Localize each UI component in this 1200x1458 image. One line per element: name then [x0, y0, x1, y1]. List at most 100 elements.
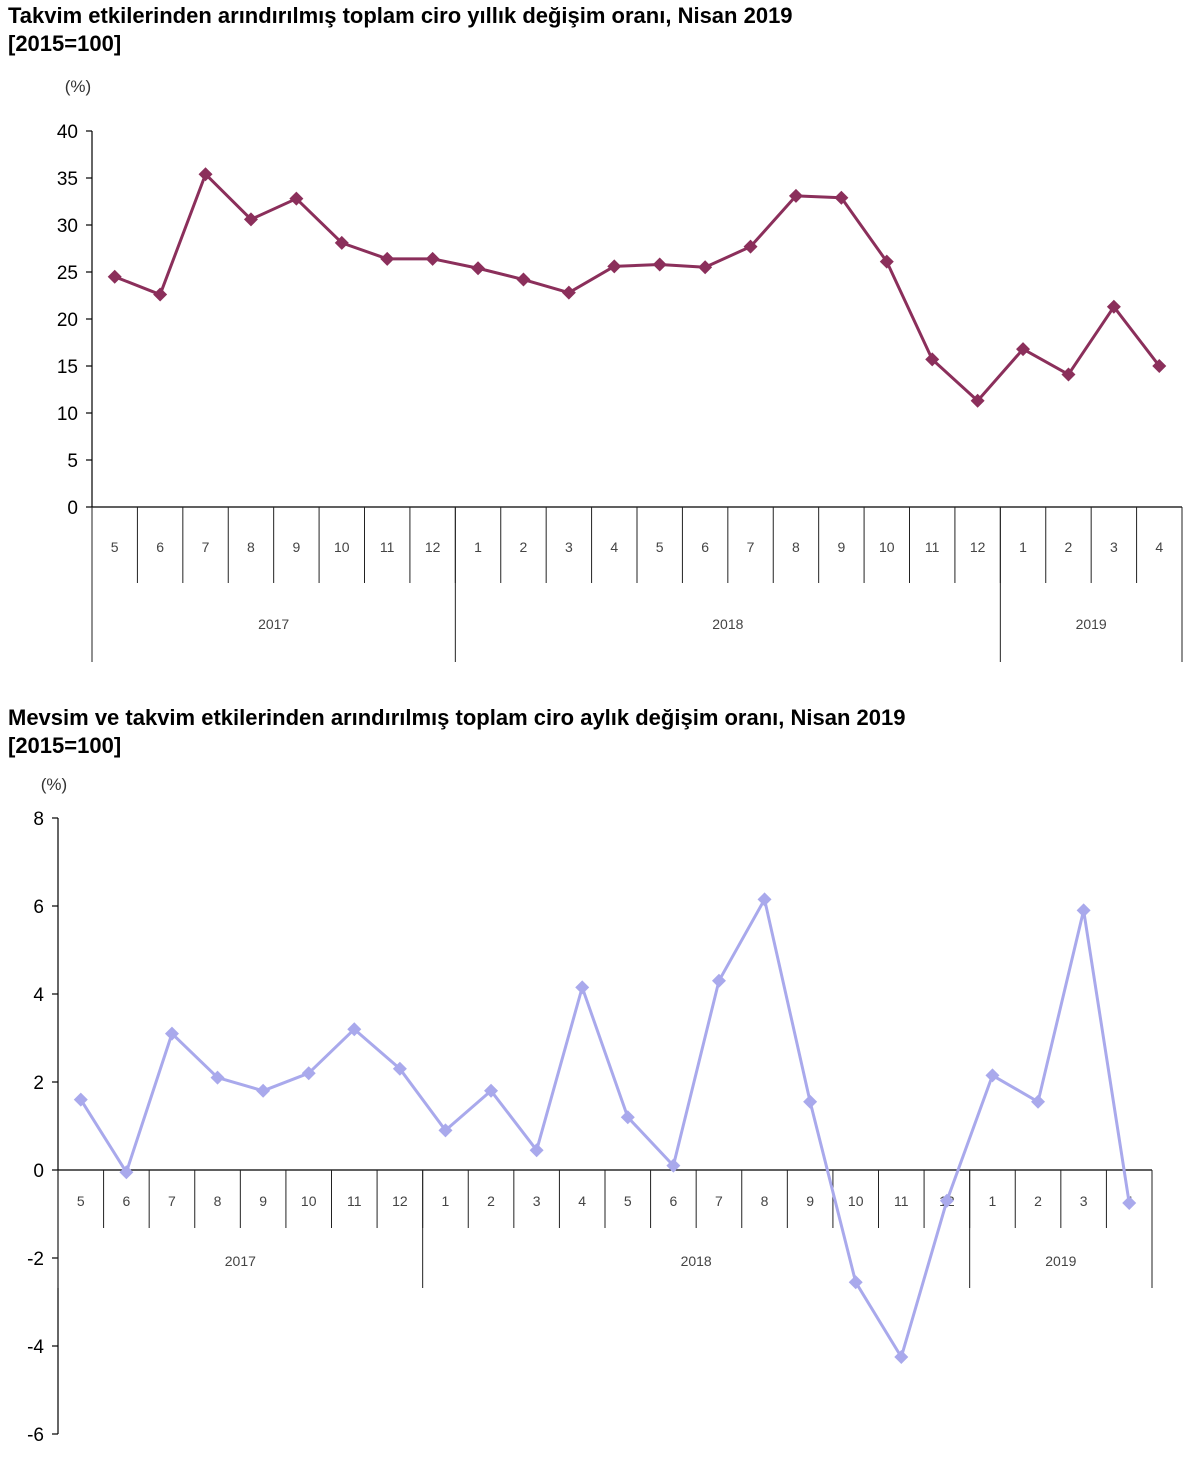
chart1-data-point	[970, 393, 985, 408]
chart2-data-point	[1031, 1094, 1046, 1109]
chart1-data-point	[925, 352, 940, 367]
chart2-x-tick-label: 11	[347, 1193, 362, 1209]
chart2-x-tick-label: 3	[533, 1193, 541, 1209]
chart2-data-point	[848, 1275, 863, 1290]
chart2-y-tick-label: 0	[33, 1161, 44, 1182]
chart1-data-point	[380, 251, 395, 266]
chart1-x-tick-label: 7	[202, 539, 210, 555]
chart1-y-tick-label: 0	[67, 498, 78, 519]
chart2-series-line	[79, 897, 1131, 1359]
chart2-data-point	[164, 1026, 179, 1041]
chart2-title-line1: Mevsim ve takvim etkilerinden arındırılm…	[8, 705, 906, 730]
chart2-y-tick-label: 8	[33, 809, 44, 830]
chart2-x-tick-label: 12	[939, 1193, 955, 1209]
chart1-x-tick-label: 5	[656, 539, 664, 555]
chart2-x-tick-label: 2	[487, 1193, 495, 1209]
chart2-data-point	[1122, 1196, 1137, 1210]
chart2-title-line2: [2015=100]	[8, 733, 122, 758]
chart1-x-tick-label: 2	[520, 539, 528, 555]
chart1-y-tick-label: 15	[57, 357, 78, 378]
chart2-data-point	[73, 1092, 88, 1107]
chart2-x-tick-label: 1	[989, 1193, 997, 1209]
chart1-data-point	[698, 260, 713, 275]
chart2-x-tick-label: 6	[669, 1193, 677, 1209]
chart2-data-point	[575, 980, 590, 995]
chart2-x-tick-label: 10	[301, 1193, 317, 1209]
chart1-x-tick-label: 8	[792, 539, 800, 555]
chart2-data-point	[529, 1143, 544, 1158]
chart2-y-tick-label: 6	[33, 897, 44, 918]
chart2-x-tick-label: 2	[1034, 1193, 1042, 1209]
chart1-data-point	[516, 272, 531, 287]
chart1-data-point	[743, 239, 758, 254]
chart2-x-tick-label: 12	[392, 1193, 408, 1209]
chart1-data-point	[788, 188, 803, 203]
chart2-data-point	[210, 1070, 225, 1085]
chart2-x-tick-label: 8	[761, 1193, 769, 1209]
chart1-x-tick-label: 4	[1155, 539, 1163, 555]
chart1-year-label: 2019	[1076, 616, 1107, 632]
chart1-x-tick-label: 9	[837, 539, 845, 555]
chart1-x-tick-label: 10	[879, 539, 895, 555]
chart2-y-tick-label: -2	[27, 1249, 44, 1270]
chart1-x-tick-label: 9	[292, 539, 300, 555]
chart1-x-tick-label: 11	[380, 539, 395, 555]
chart2-data-point	[1076, 903, 1091, 918]
chart1-x-tick-label: 12	[970, 539, 986, 555]
chart1-x-tick-label: 7	[747, 539, 755, 555]
chart1-year-label: 2018	[712, 616, 743, 632]
chart1-y-tick-label: 35	[57, 169, 78, 190]
chart2-x-tick-label: 5	[77, 1193, 85, 1209]
chart2-data-point	[620, 1110, 635, 1125]
chart1-data-point	[198, 167, 213, 182]
chart2-data-point	[256, 1083, 271, 1098]
chart1-data-point	[652, 257, 667, 272]
chart1-data-point	[561, 285, 576, 300]
chart2-data-point	[301, 1066, 316, 1081]
chart2-y-tick-label: 2	[33, 1073, 44, 1094]
chart2-data-point	[939, 1193, 954, 1208]
chart2-year-label: 2017	[225, 1253, 256, 1269]
chart1-title-line1: Takvim etkilerinden arındırılmış toplam …	[8, 3, 793, 28]
chart2-y-tick-label: -4	[27, 1337, 44, 1358]
chart1-data-point	[471, 261, 486, 276]
chart2-data-point	[484, 1083, 499, 1098]
chart2-data-point	[757, 892, 772, 907]
chart1-x-tick-label: 8	[247, 539, 255, 555]
chart1-data-point	[607, 259, 622, 274]
chart2-x-tick-label: 11	[894, 1193, 909, 1209]
chart1-title: Takvim etkilerinden arındırılmış toplam …	[8, 2, 1193, 58]
chart1-data-point	[1106, 299, 1121, 314]
chart2-data-point	[438, 1123, 453, 1138]
chart1-x-tick-label: 1	[474, 539, 482, 555]
chart1-data-point	[879, 254, 894, 269]
chart2-year-label: 2019	[1045, 1253, 1076, 1269]
chart2-data-point	[803, 1094, 818, 1109]
chart1-ylabel: (%)	[65, 77, 91, 96]
chart1-x-tick-label: 5	[111, 539, 119, 555]
chart2-x-tick-label: 5	[624, 1193, 632, 1209]
chart2-data-point	[985, 1068, 1000, 1083]
chart1-data-point	[834, 190, 849, 205]
chart1-data-point	[1152, 359, 1167, 373]
chart2-data-point	[119, 1165, 134, 1180]
chart1-x-tick-label: 10	[334, 539, 350, 555]
chart1-data-point	[243, 212, 258, 227]
chart1-data-point	[153, 287, 168, 302]
chart2-data-point	[711, 973, 726, 988]
chart1-year-label: 2017	[258, 616, 289, 632]
chart2-x-tick-label: 8	[214, 1193, 222, 1209]
chart1-y-tick-label: 10	[57, 404, 78, 425]
chart1-x-tick-label: 2	[1065, 539, 1073, 555]
chart2-title: Mevsim ve takvim etkilerinden arındırılm…	[8, 704, 1193, 760]
chart1-data-point	[334, 235, 349, 250]
chart1-series-line	[114, 172, 1161, 403]
chart1-y-tick-label: 30	[57, 216, 78, 237]
chart1-x-tick-label: 6	[156, 539, 164, 555]
chart2-x-tick-label: 9	[259, 1193, 267, 1209]
chart2-data-point	[347, 1022, 362, 1037]
chart2-x-tick-label: 7	[168, 1193, 176, 1209]
chart2-data-point	[894, 1350, 909, 1364]
chart1-x-tick-label: 3	[565, 539, 573, 555]
